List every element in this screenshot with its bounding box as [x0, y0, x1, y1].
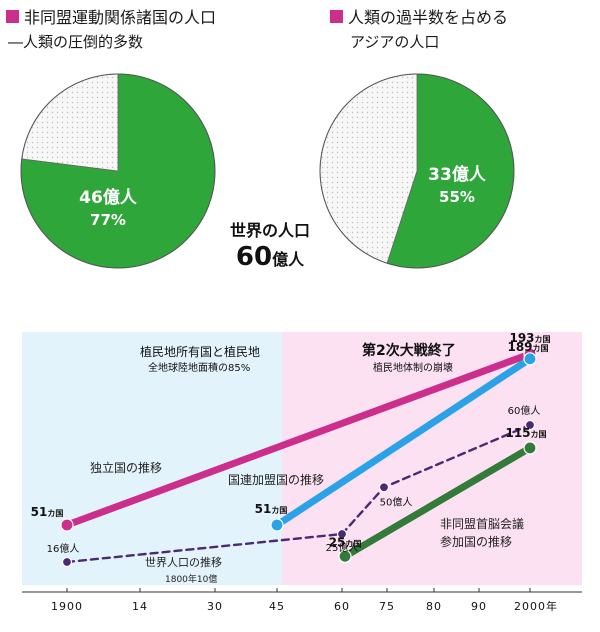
- world-population-label: 世界の人口: [230, 221, 310, 240]
- pie-left-title-line1: 非同盟運動関係諸国の人口: [24, 8, 216, 27]
- series-point-population: [524, 419, 536, 431]
- series-point-independent: [60, 518, 74, 532]
- series-name-population-note: 1800年10億: [165, 573, 217, 585]
- pie-left-title-square: [6, 10, 19, 23]
- world-population-unit: 億人: [272, 250, 305, 269]
- label-number: 115: [505, 426, 530, 440]
- x-tick-label: 14: [132, 600, 148, 613]
- series-point-nam: [523, 441, 537, 455]
- series-name-nam-line2: 参加国の推移: [440, 534, 512, 549]
- series-line-un: [273, 355, 534, 529]
- series-line-population: [65, 423, 532, 564]
- series-name-population: 世界人口の推移: [145, 555, 222, 569]
- pie-chart-left: 46億人 77%: [20, 73, 216, 269]
- series-point-population: [61, 556, 73, 568]
- x-tick-label: 1900: [51, 600, 83, 613]
- label-number: 189: [507, 340, 532, 354]
- pie-outline: [20, 73, 216, 269]
- x-axis: 1900 14 30 45 60 75 80 90 2000年: [22, 588, 582, 613]
- series-line-independent: [63, 350, 534, 529]
- world-population-value: 60億人: [236, 242, 305, 272]
- series-point-label-un: 51カ国: [255, 502, 288, 516]
- pie-right-title-line1: 人類の過半数を占める: [348, 8, 508, 27]
- series-point-un: [523, 352, 537, 366]
- label-number: 193: [509, 331, 534, 345]
- pie-right-title-square: [330, 10, 343, 23]
- annotation-ww2-title: 第2次大戦終了: [362, 342, 456, 359]
- pie-slice-label: 46億人: [79, 187, 138, 208]
- label-unit: カ国: [531, 429, 547, 439]
- annotation-colonial-sub: 全地球陸地面積の85%: [148, 361, 250, 374]
- pie-slice-percent: 77%: [90, 211, 126, 229]
- label-number: 51: [255, 502, 272, 516]
- series-point-label-population: 25億人: [326, 541, 359, 554]
- series-point-population: [336, 528, 348, 540]
- pie-right-title-line2: アジアの人口: [350, 33, 439, 51]
- series-point-label-un: 189カ国: [507, 340, 548, 354]
- series-name-nam: 非同盟首脳会議: [440, 517, 524, 531]
- series-point-label-independent: 193カ国: [509, 331, 550, 345]
- series-point-label-population: 16億人: [47, 542, 80, 555]
- series-name-independent: 独立国の推移: [90, 460, 162, 475]
- x-tick-label: 60: [334, 600, 350, 613]
- pie-slice-label: 33億人: [428, 164, 487, 185]
- series-point-label-nam: 115カ国: [505, 426, 546, 440]
- annotation-ww2-sub: 植民地体制の崩壊: [373, 361, 453, 374]
- series-point-label-independent: 51カ国: [31, 505, 64, 519]
- label-number: 51: [31, 505, 48, 519]
- x-tick-label: 45: [269, 600, 285, 613]
- pie-left-title-line2: ―人類の圧倒的多数: [8, 33, 143, 51]
- pie-slice-percent: 55%: [439, 188, 475, 206]
- series-point-population: [378, 482, 390, 493]
- label-unit: カ国: [47, 508, 63, 518]
- series-point-label-population: 60億人: [508, 404, 541, 417]
- world-population-number: 60: [236, 242, 272, 272]
- label-unit: カ国: [535, 334, 551, 344]
- series-name-un: 国連加盟国の推移: [228, 473, 324, 487]
- label-number: 25: [329, 535, 346, 549]
- series-point-label-nam: 25カ国: [329, 535, 362, 549]
- x-tick-label: 75: [379, 600, 395, 613]
- annotation-colonial-title: 植民地所有国と植民地: [140, 344, 260, 359]
- x-tick-label: 30: [207, 600, 223, 613]
- pie-outline: [319, 73, 515, 269]
- pie-chart-right: 33億人 55%: [319, 73, 515, 269]
- pie-slice-rest: [21, 73, 119, 172]
- x-tick-label: 2000年: [514, 599, 558, 613]
- label-unit: カ国: [533, 343, 549, 353]
- label-unit: カ国: [345, 538, 361, 548]
- label-unit: カ国: [271, 505, 287, 515]
- series-point-label-population: 50億人: [380, 495, 413, 508]
- x-tick-label: 90: [471, 600, 487, 613]
- series-point-nam: [338, 549, 352, 563]
- postwar-era-band: [282, 332, 582, 585]
- x-tick-label: 80: [426, 600, 442, 613]
- series-line-nam: [341, 444, 534, 560]
- series-point-un: [270, 518, 284, 532]
